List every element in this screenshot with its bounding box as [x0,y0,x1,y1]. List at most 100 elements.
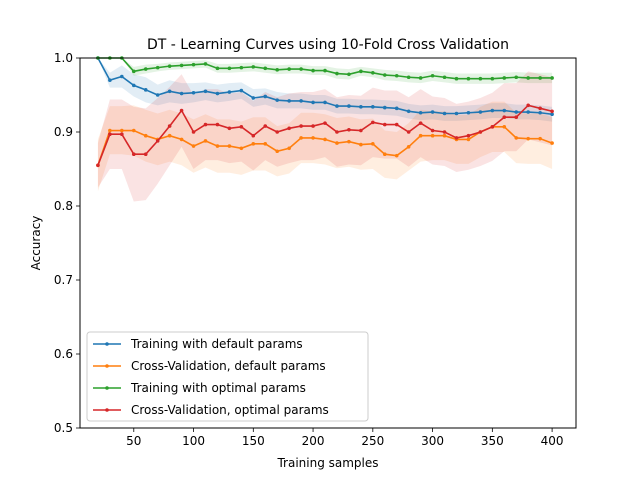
point-training-with-optimal-params [143,67,148,71]
point-training-with-default-params [538,110,542,115]
point-cross-validation-default-params [430,133,435,138]
point-cross-validation-optimal-params [526,103,530,108]
point-cross-validation-optimal-params [108,132,112,137]
point-cross-validation-default-params [215,144,220,148]
point-cross-validation-optimal-params [347,127,351,132]
point-cross-validation-optimal-params [120,132,124,137]
point-training-with-optimal-params [287,67,291,71]
legend-label-training-with-default-params: Training with default params [130,337,303,351]
point-training-with-optimal-params [275,68,280,72]
point-cross-validation-default-params [120,128,124,133]
point-cross-validation-optimal-params [263,124,268,128]
y-tick-label: 0.8 [54,199,73,213]
point-cross-validation-default-params [442,133,447,138]
point-cross-validation-default-params [335,141,339,145]
x-tick-label: 150 [242,434,265,448]
point-cross-validation-default-params [251,142,256,146]
point-cross-validation-optimal-params [239,125,244,129]
point-cross-validation-default-params [323,137,327,142]
point-training-with-optimal-params [442,75,447,80]
point-cross-validation-default-params [191,144,196,148]
point-cross-validation-default-params [287,146,291,151]
x-axis-ticks: 50 100 150 200 250 300 350 400 [126,428,564,448]
point-cross-validation-optimal-params [155,139,160,143]
point-cross-validation-default-params [143,133,148,138]
point-cross-validation-optimal-params [179,108,184,113]
point-training-with-optimal-params [251,65,256,69]
point-cross-validation-default-params [514,136,519,140]
point-cross-validation-default-params [466,137,471,142]
point-training-with-default-params [418,110,423,115]
y-tick-label: 0.7 [54,273,73,287]
point-cross-validation-default-params [203,139,208,143]
point-training-with-optimal-params [179,63,184,68]
point-training-with-default-params [550,112,554,117]
point-cross-validation-default-params [359,142,363,147]
point-training-with-default-params [430,110,435,114]
point-training-with-default-params [143,88,148,92]
point-training-with-default-params [514,110,519,114]
point-training-with-optimal-params [191,62,196,67]
point-training-with-optimal-params [155,65,160,70]
point-cross-validation-optimal-params [394,122,399,127]
y-tick-label: 0.9 [54,125,73,139]
point-cross-validation-optimal-params [251,133,256,138]
point-training-with-default-params [108,78,112,82]
point-training-with-optimal-params [323,68,327,73]
point-cross-validation-default-params [108,128,112,133]
point-cross-validation-optimal-params [167,124,172,128]
point-cross-validation-optimal-params [323,121,327,125]
point-cross-validation-default-params [550,141,554,145]
x-tick-label: 100 [182,434,205,448]
point-training-with-optimal-params [514,75,519,80]
point-cross-validation-optimal-params [311,124,315,128]
point-training-with-default-params [323,100,327,105]
point-cross-validation-optimal-params [143,152,148,156]
x-tick-label: 200 [302,434,325,448]
point-cross-validation-default-params [526,136,530,141]
point-training-with-optimal-params [359,69,363,74]
point-training-with-optimal-params [526,76,530,80]
point-training-with-default-params [155,93,160,97]
point-training-with-default-params [526,110,530,114]
point-cross-validation-default-params [263,142,268,146]
series-lines [96,56,554,168]
x-tick-label: 300 [421,434,444,448]
point-cross-validation-default-params [167,133,172,138]
point-cross-validation-default-params [382,152,387,156]
point-cross-validation-optimal-params [466,133,471,138]
point-training-with-optimal-params [311,68,315,73]
point-cross-validation-default-params [311,136,315,140]
point-cross-validation-default-params [275,149,280,154]
legend-label-cross-validation-optimal-params: Cross-Validation, optimal params [131,403,329,417]
point-cross-validation-optimal-params [215,122,220,127]
point-training-with-optimal-params [502,76,507,80]
point-training-with-default-params [215,91,220,96]
point-cross-validation-default-params [239,146,244,151]
point-training-with-default-params [131,83,136,88]
point-cross-validation-optimal-params [299,124,303,128]
point-training-with-default-params [502,108,507,113]
point-cross-validation-default-params [538,136,542,141]
point-cross-validation-optimal-params [203,122,208,127]
legend-marker-training-with-optimal-params [105,386,109,390]
point-training-with-optimal-params [299,67,303,71]
point-cross-validation-optimal-params [131,152,136,156]
point-cross-validation-optimal-params [442,130,447,134]
point-cross-validation-default-params [227,144,232,148]
point-training-with-optimal-params [131,69,136,74]
legend-box [86,331,369,422]
point-cross-validation-default-params [131,128,136,133]
point-cross-validation-optimal-params [406,130,411,134]
point-training-with-optimal-params [335,71,339,76]
legend-label-cross-validation-default-params: Cross-Validation, default params [131,359,326,373]
point-cross-validation-optimal-params [96,163,100,168]
point-training-with-default-params [466,110,471,115]
point-training-with-optimal-params [227,66,232,71]
point-cross-validation-optimal-params [275,130,280,134]
point-training-with-default-params [191,90,196,95]
point-training-with-default-params [227,90,232,94]
point-cross-validation-default-params [347,139,351,144]
point-training-with-optimal-params [347,72,351,77]
point-training-with-optimal-params [167,64,172,68]
